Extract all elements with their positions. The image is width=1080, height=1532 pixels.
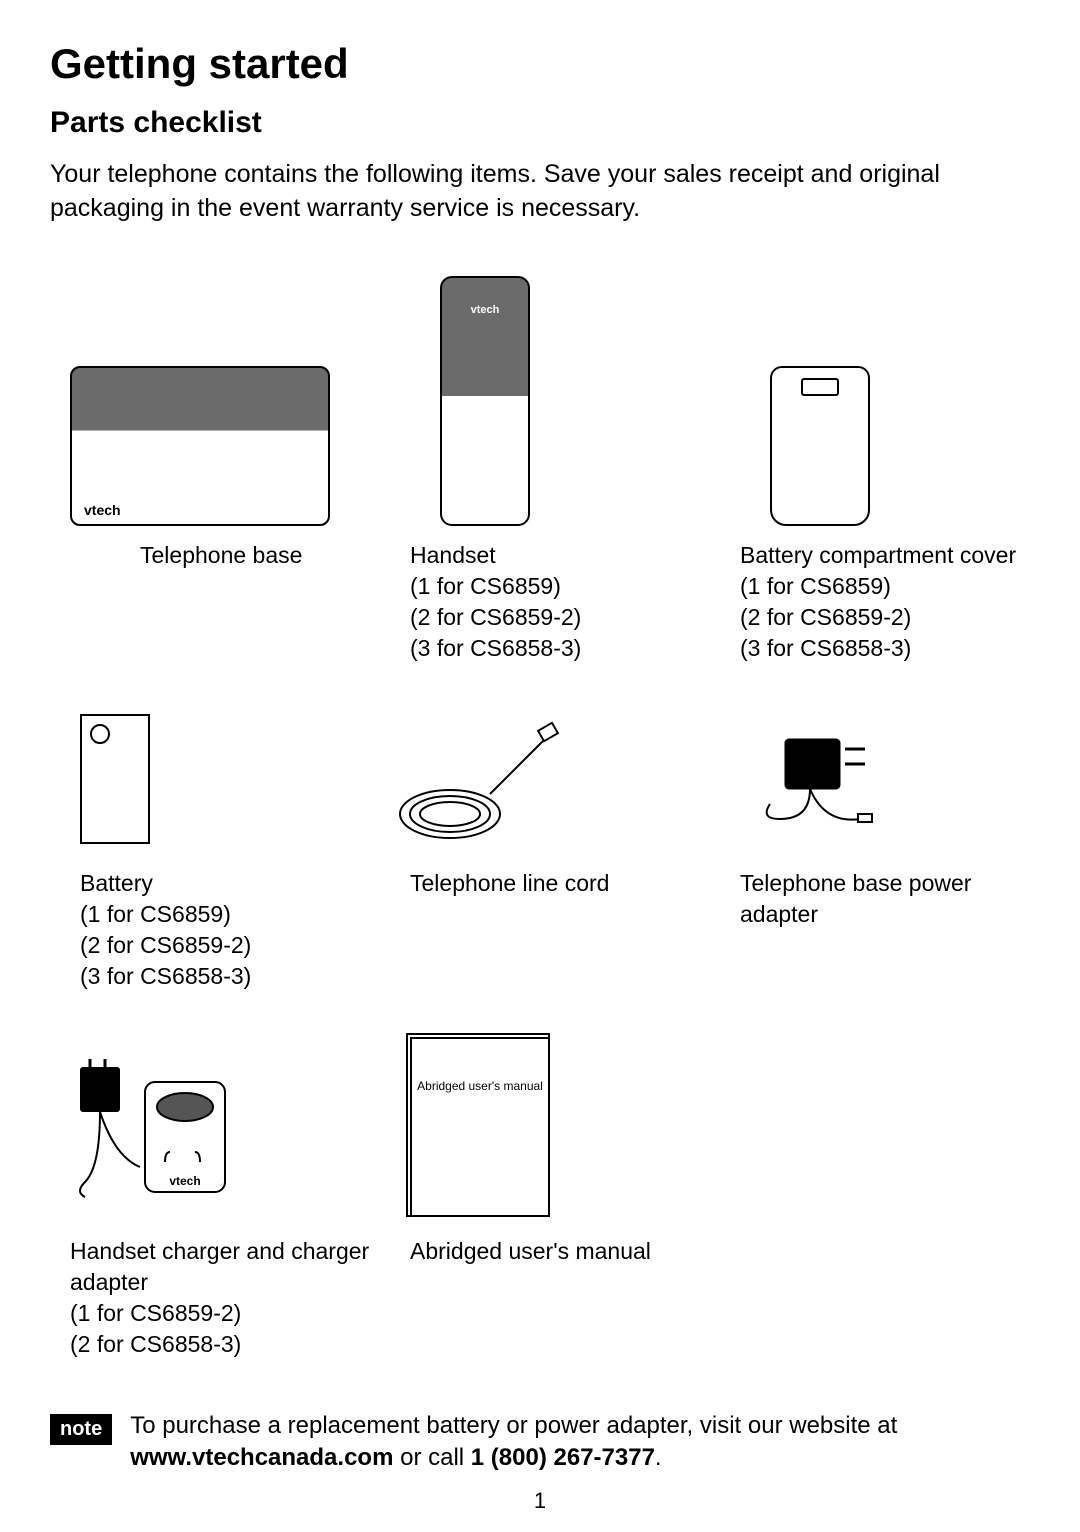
part-qty: (1 for CS6859) (2 for CS6859-2) (3 for C… xyxy=(50,899,251,992)
note-text: To purchase a replacement battery or pow… xyxy=(130,1410,1030,1475)
part-qty: (1 for CS6859) (2 for CS6859-2) (3 for C… xyxy=(380,571,581,664)
intro-paragraph: Your telephone contains the following it… xyxy=(50,158,1030,226)
note-website: www.vtechcanada.com xyxy=(130,1444,393,1471)
telephone-base-illustration xyxy=(70,366,330,526)
part-qty: (1 for CS6859-2) (2 for CS6858-3) xyxy=(50,1298,241,1360)
part-label: Battery compartment cover xyxy=(710,540,1016,571)
part-battery: Battery (1 for CS6859) (2 for CS6859-2) … xyxy=(50,704,370,992)
empty-cell xyxy=(710,1032,1030,1360)
part-handset-charger: vtech Handset charger and charger adapte… xyxy=(50,1032,370,1360)
svg-text:vtech: vtech xyxy=(169,1174,200,1188)
note-block: note To purchase a replacement battery o… xyxy=(50,1410,1030,1475)
part-telephone-base: Telephone base xyxy=(50,256,370,664)
page-number: 1 xyxy=(0,1488,1080,1514)
handset-illustration xyxy=(440,276,530,526)
note-badge: note xyxy=(50,1414,112,1445)
part-handset: Handset (1 for CS6859) (2 for CS6859-2) … xyxy=(380,256,700,664)
battery-illustration xyxy=(80,714,150,844)
part-label: Telephone base xyxy=(50,540,302,571)
part-label: Telephone line cord xyxy=(380,868,609,899)
power-adapter-illustration xyxy=(750,724,910,834)
part-qty: (1 for CS6859) (2 for CS6859-2) (3 for C… xyxy=(710,571,911,664)
line-cord-illustration xyxy=(390,714,570,844)
part-label: Abridged user's manual xyxy=(380,1236,651,1267)
part-power-adapter: Telephone base power adapter xyxy=(710,704,1030,992)
page-title: Getting started xyxy=(50,40,1030,88)
part-label: Battery xyxy=(50,868,153,899)
manual-illustration-label: Abridged user's manual xyxy=(412,1079,548,1093)
manual-illustration: Abridged user's manual xyxy=(410,1037,550,1217)
part-label: Telephone base power adapter xyxy=(710,868,1030,930)
section-title: Parts checklist xyxy=(50,106,1030,140)
note-phone: 1 (800) 267-7377 xyxy=(471,1444,655,1471)
part-label: Handset charger and charger adapter xyxy=(50,1236,370,1298)
handset-charger-illustration: vtech xyxy=(70,1047,240,1207)
battery-cover-illustration xyxy=(770,366,870,526)
part-manual: Abridged user's manual Abridged user's m… xyxy=(380,1032,700,1360)
parts-grid: Telephone base Handset (1 for CS6859) (2… xyxy=(50,256,1030,1401)
part-line-cord: Telephone line cord xyxy=(380,704,700,992)
part-battery-cover: Battery compartment cover (1 for CS6859)… xyxy=(710,256,1030,664)
part-label: Handset xyxy=(380,540,496,571)
